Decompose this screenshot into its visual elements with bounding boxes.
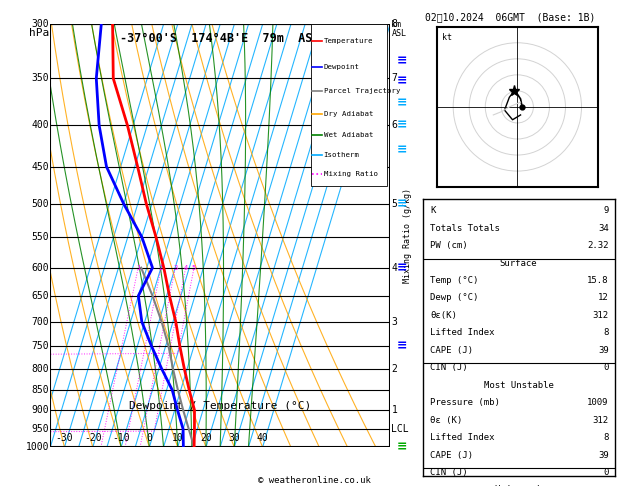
Text: 2: 2 bbox=[391, 364, 398, 374]
Text: Isotherm: Isotherm bbox=[324, 152, 360, 158]
Text: 40: 40 bbox=[257, 433, 269, 443]
Text: Mixing Ratio: Mixing Ratio bbox=[324, 171, 377, 176]
Text: 3: 3 bbox=[391, 317, 398, 327]
Text: -30: -30 bbox=[55, 433, 74, 443]
Text: ≡: ≡ bbox=[397, 55, 407, 68]
Text: Dewp (°C): Dewp (°C) bbox=[430, 294, 479, 302]
Text: ≡: ≡ bbox=[397, 143, 407, 156]
Text: 700: 700 bbox=[31, 317, 49, 327]
Text: CIN (J): CIN (J) bbox=[430, 468, 468, 477]
Text: 20: 20 bbox=[200, 433, 212, 443]
Text: 8: 8 bbox=[391, 19, 398, 29]
Text: θε(K): θε(K) bbox=[430, 311, 457, 320]
Text: 2.32: 2.32 bbox=[587, 241, 609, 250]
Text: Temp (°C): Temp (°C) bbox=[430, 276, 479, 285]
Text: 6: 6 bbox=[391, 121, 398, 130]
Text: 600: 600 bbox=[31, 263, 49, 273]
Text: ≡: ≡ bbox=[397, 75, 407, 88]
Text: CAPE (J): CAPE (J) bbox=[430, 346, 474, 355]
Text: 7: 7 bbox=[391, 73, 398, 84]
Text: 8: 8 bbox=[603, 329, 609, 337]
FancyBboxPatch shape bbox=[311, 24, 387, 186]
Text: -10: -10 bbox=[112, 433, 130, 443]
Text: 450: 450 bbox=[31, 162, 49, 172]
Text: hPa: hPa bbox=[29, 28, 49, 38]
Text: 8: 8 bbox=[603, 433, 609, 442]
Text: LCL: LCL bbox=[391, 424, 409, 434]
Text: 312: 312 bbox=[593, 416, 609, 425]
Text: 500: 500 bbox=[31, 199, 49, 208]
Text: Lifted Index: Lifted Index bbox=[430, 329, 495, 337]
Text: 0: 0 bbox=[147, 433, 152, 443]
Text: 39: 39 bbox=[598, 451, 609, 460]
Text: 15.8: 15.8 bbox=[587, 276, 609, 285]
Text: km
ASL: km ASL bbox=[391, 19, 406, 38]
Text: Dry Adiabat: Dry Adiabat bbox=[324, 111, 373, 117]
Text: 350: 350 bbox=[31, 73, 49, 84]
Text: ≡: ≡ bbox=[397, 261, 407, 274]
Text: 312: 312 bbox=[593, 311, 609, 320]
Text: ≡: ≡ bbox=[397, 340, 407, 352]
Text: 5: 5 bbox=[192, 265, 196, 271]
Text: CIN (J): CIN (J) bbox=[430, 363, 468, 372]
Text: 400: 400 bbox=[31, 121, 49, 130]
Text: 750: 750 bbox=[31, 341, 49, 351]
Text: 10: 10 bbox=[172, 433, 184, 443]
Text: θε (K): θε (K) bbox=[430, 416, 462, 425]
Text: 850: 850 bbox=[31, 385, 49, 395]
Text: PW (cm): PW (cm) bbox=[430, 241, 468, 250]
Text: Temperature: Temperature bbox=[324, 38, 373, 44]
Text: Parcel Trajectory: Parcel Trajectory bbox=[324, 88, 400, 94]
Text: K: K bbox=[430, 206, 436, 215]
Text: 02①10.2024  06GMT  (Base: 1B): 02①10.2024 06GMT (Base: 1B) bbox=[425, 12, 595, 22]
Text: 3: 3 bbox=[173, 265, 177, 271]
Text: 2: 2 bbox=[159, 265, 163, 271]
Text: Totals Totals: Totals Totals bbox=[430, 224, 500, 233]
Text: Wet Adiabat: Wet Adiabat bbox=[324, 132, 373, 138]
Text: ≡: ≡ bbox=[397, 197, 407, 210]
Text: Dewpoint: Dewpoint bbox=[324, 64, 360, 70]
Text: 39: 39 bbox=[598, 346, 609, 355]
Text: kt: kt bbox=[442, 33, 452, 42]
Text: 4: 4 bbox=[184, 265, 188, 271]
Text: Pressure (mb): Pressure (mb) bbox=[430, 398, 500, 407]
Text: ≡: ≡ bbox=[397, 96, 407, 109]
Text: ≡: ≡ bbox=[397, 441, 407, 453]
Text: Most Unstable: Most Unstable bbox=[484, 381, 554, 390]
Text: 300: 300 bbox=[31, 19, 49, 29]
Text: 550: 550 bbox=[31, 232, 49, 242]
Text: 1: 1 bbox=[136, 265, 140, 271]
Text: 0: 0 bbox=[603, 468, 609, 477]
Text: 0: 0 bbox=[603, 363, 609, 372]
Text: Mixing Ratio (g/kg): Mixing Ratio (g/kg) bbox=[403, 188, 412, 283]
Text: 34: 34 bbox=[598, 224, 609, 233]
Text: 12: 12 bbox=[598, 294, 609, 302]
Text: -20: -20 bbox=[84, 433, 102, 443]
Text: 30: 30 bbox=[228, 433, 240, 443]
Text: Surface: Surface bbox=[500, 259, 537, 267]
Text: 1009: 1009 bbox=[587, 398, 609, 407]
Text: -37°00'S  174°4B'E  79m  ASL: -37°00'S 174°4B'E 79m ASL bbox=[120, 33, 320, 45]
Text: CAPE (J): CAPE (J) bbox=[430, 451, 474, 460]
Text: 1000: 1000 bbox=[26, 442, 49, 452]
Text: 900: 900 bbox=[31, 405, 49, 415]
Text: 4: 4 bbox=[391, 263, 398, 273]
Text: 5: 5 bbox=[391, 199, 398, 208]
Text: 650: 650 bbox=[31, 291, 49, 301]
Text: Lifted Index: Lifted Index bbox=[430, 433, 495, 442]
Text: © weatheronline.co.uk: © weatheronline.co.uk bbox=[258, 476, 371, 485]
Text: 1: 1 bbox=[391, 405, 398, 415]
Text: ≡: ≡ bbox=[397, 119, 407, 132]
Text: Dewpoint / Temperature (°C): Dewpoint / Temperature (°C) bbox=[129, 401, 311, 412]
Text: 950: 950 bbox=[31, 424, 49, 434]
Text: 9: 9 bbox=[603, 206, 609, 215]
Text: 800: 800 bbox=[31, 364, 49, 374]
